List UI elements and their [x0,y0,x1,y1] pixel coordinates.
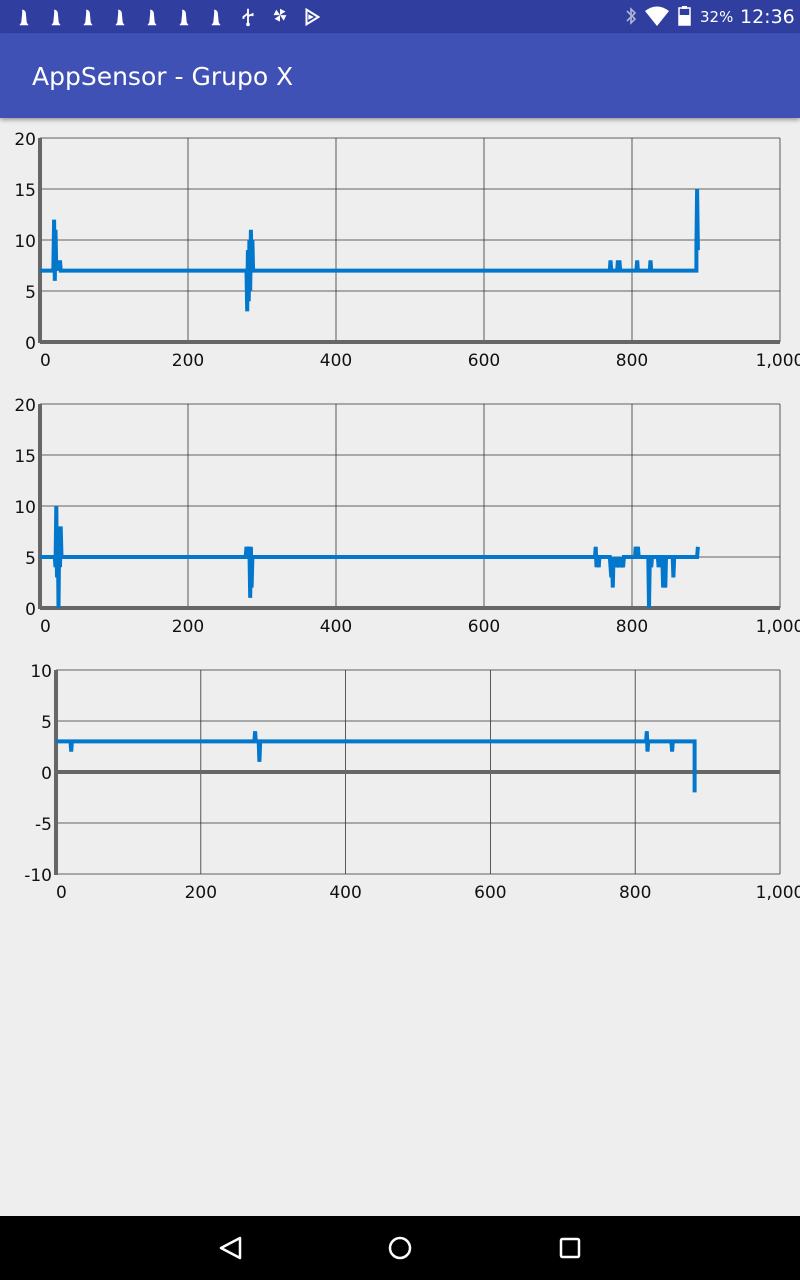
back-icon [219,1236,242,1260]
home-icon [388,1236,412,1260]
chart-2-plot: 0 200 400 600 800 1,000 0 5 10 15 20 [14,396,800,637]
y-tick-label: 10 [14,232,36,252]
x-tick-label: 0 [40,617,51,637]
x-tick-label: 400 [320,617,352,637]
app-bar: AppSensor - Grupo X [0,33,800,118]
y-tick-label: 5 [41,713,52,733]
wifi-icon [644,0,670,33]
x-tick-label: 800 [619,883,651,903]
status-bar: 32% 12:36 [0,0,800,33]
recents-button[interactable] [550,1228,590,1268]
x-tick-label: 600 [468,617,500,637]
x-tick-label: 0 [56,883,67,903]
keyhole-icon [83,9,93,26]
app-title: AppSensor - Grupo X [32,62,294,91]
x-tick-label: 1,000 [756,617,800,637]
x-tick-label: 1,000 [756,351,800,371]
x-tick-label: 800 [616,351,648,371]
keyhole-icon [211,9,221,26]
x-tick-label: 800 [616,617,648,637]
x-tick-label: 400 [329,883,361,903]
clock: 12:36 [740,5,795,28]
x-tick-label: 400 [320,351,352,371]
x-tick-label: 200 [172,351,204,371]
keyhole-icon [51,9,61,26]
x-tick-label: 200 [185,883,217,903]
x-tick-label: 600 [468,351,500,371]
chart-2: 0 200 400 600 800 1,000 0 5 10 15 20 [0,396,800,646]
keyhole-icon [179,9,189,26]
battery-icon [676,0,694,33]
y-tick-label: 10 [30,662,52,682]
series-line [56,731,697,793]
x-tick-label: 200 [172,617,204,637]
x-tick-label: 0 [40,351,51,371]
x-tick-label: 600 [474,883,506,903]
y-tick-label: 10 [14,498,36,518]
bluetooth-icon [622,0,640,33]
y-tick-label: 15 [14,181,36,201]
y-tick-label: 20 [14,130,36,150]
y-tick-label: 0 [41,764,52,784]
chart-1: 0 200 400 600 800 1,000 0 5 10 15 20 [0,130,800,380]
recents-icon [559,1237,581,1259]
y-tick-label: 5 [25,283,36,303]
keyhole-icon [19,9,29,26]
y-tick-label: 15 [14,447,36,467]
x-tick-label: 1,000 [756,883,800,903]
usb-icon [242,8,254,27]
chart-1-plot: 0 200 400 600 800 1,000 0 5 10 15 20 [14,130,800,371]
keyhole-icon [115,9,125,26]
y-tick-label: -10 [24,866,52,886]
y-tick-label: 20 [14,396,36,416]
home-button[interactable] [380,1228,420,1268]
series-line [40,505,700,609]
back-button[interactable] [210,1228,250,1268]
y-tick-label: 0 [25,600,36,620]
navigation-bar [0,1216,800,1280]
y-tick-label: 5 [25,549,36,569]
chart-3: 0 200 400 600 800 1,000 10 5 0 -5 -10 [0,662,800,912]
play-store-icon [305,7,321,27]
y-tick-label: -5 [35,815,52,835]
battery-percent: 32% [700,7,734,26]
y-tick-label: 0 [25,334,36,354]
pinwheel-icon [273,8,287,22]
chart-3-plot: 0 200 400 600 800 1,000 10 5 0 -5 -10 [24,662,800,903]
keyhole-icon [147,9,157,26]
series-line [40,188,700,312]
